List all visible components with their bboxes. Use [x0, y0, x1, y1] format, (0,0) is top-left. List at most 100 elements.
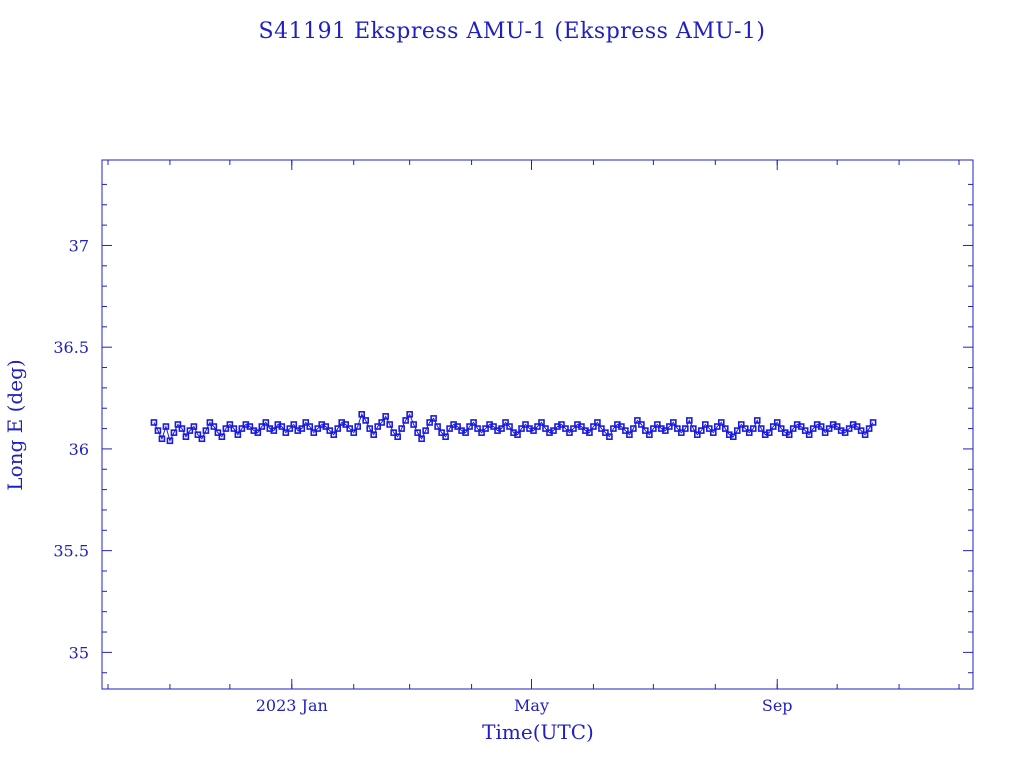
- data-point: [666, 423, 673, 430]
- y-tick-label: 37: [69, 236, 89, 255]
- data-point: [650, 425, 657, 432]
- data-point: [394, 433, 401, 441]
- data-point: [358, 411, 366, 418]
- data-point: [170, 429, 178, 436]
- data-point: [530, 427, 537, 434]
- data-point: [590, 423, 597, 430]
- data-point: [154, 427, 162, 434]
- data-point: [518, 425, 525, 432]
- data-point: [186, 427, 194, 434]
- data-point: [422, 427, 429, 434]
- data-point: [226, 421, 234, 428]
- data-point: [570, 425, 577, 432]
- data-point: [498, 425, 505, 432]
- data-point: [833, 423, 841, 430]
- data-point: [398, 425, 405, 432]
- data-point: [158, 435, 166, 443]
- data-point: [462, 429, 469, 436]
- y-axis-label: Long E (deg): [3, 359, 27, 490]
- data-point: [222, 425, 230, 432]
- data-point: [566, 429, 573, 436]
- data-point: [150, 419, 158, 426]
- data-point: [382, 413, 389, 420]
- data-point: [821, 429, 829, 436]
- data-point: [386, 421, 393, 428]
- data-point: [298, 425, 306, 432]
- data-point: [446, 425, 453, 432]
- data-point: [853, 423, 861, 430]
- y-tick-label: 35.5: [53, 542, 89, 561]
- data-point: [198, 435, 206, 443]
- data-point: [626, 431, 633, 438]
- data-point: [538, 419, 545, 426]
- data-point: [709, 429, 717, 436]
- data-point: [869, 419, 877, 426]
- data-point: [254, 429, 262, 436]
- data-point: [606, 433, 613, 441]
- data-point: [326, 427, 334, 434]
- data-point: [474, 425, 481, 432]
- data-point: [362, 417, 369, 424]
- data-point: [202, 427, 210, 434]
- data-point: [809, 425, 817, 432]
- data-point: [350, 429, 358, 436]
- data-point: [182, 433, 190, 441]
- data-point: [206, 419, 214, 426]
- data-point: [741, 425, 749, 432]
- data-point: [686, 417, 693, 424]
- data-point: [534, 423, 541, 430]
- data-point: [598, 425, 605, 432]
- data-point: [286, 425, 294, 432]
- data-point: [865, 425, 873, 432]
- data-series: [150, 411, 877, 445]
- chart-title: S41191 Ekspress AMU-1 (Ekspress AMU-1): [259, 19, 766, 44]
- data-point: [514, 431, 521, 438]
- data-point: [466, 423, 473, 430]
- data-point: [366, 425, 373, 432]
- data-point: [817, 423, 825, 430]
- data-point: [218, 433, 226, 441]
- data-point: [354, 423, 362, 430]
- data-point: [246, 423, 254, 430]
- data-point: [602, 429, 609, 436]
- data-point: [346, 425, 354, 432]
- data-point: [753, 417, 761, 424]
- data-point: [258, 423, 266, 430]
- data-point: [845, 425, 853, 432]
- x-tick-label: May: [514, 696, 549, 715]
- data-point: [310, 429, 318, 436]
- data-point: [654, 421, 661, 428]
- data-point: [426, 419, 433, 426]
- data-point: [322, 423, 330, 430]
- data-point: [562, 425, 569, 432]
- data-point: [797, 423, 805, 430]
- data-point: [841, 429, 849, 436]
- x-axis: 2023 Jan May Sep: [107, 160, 960, 715]
- data-point: [174, 421, 182, 428]
- data-point: [586, 429, 593, 436]
- data-point: [214, 429, 222, 436]
- data-point: [438, 429, 445, 436]
- data-point: [230, 425, 238, 432]
- x-tick-label: 2023 Jan: [256, 696, 328, 715]
- data-point: [442, 433, 449, 441]
- data-point: [262, 419, 270, 426]
- data-point: [702, 421, 709, 428]
- data-point: [773, 419, 781, 426]
- data-point: [737, 421, 745, 428]
- data-point: [302, 419, 310, 426]
- data-point: [733, 427, 741, 434]
- data-point: [630, 425, 637, 432]
- y-axis: 35 35.5 36 36.5 37: [53, 183, 973, 674]
- data-point: [166, 437, 174, 445]
- data-point: [162, 423, 170, 430]
- data-point: [406, 411, 413, 418]
- data-point: [769, 423, 777, 430]
- data-point: [306, 423, 314, 430]
- data-point: [594, 419, 601, 426]
- data-point: [682, 425, 689, 432]
- data-point: [342, 421, 350, 428]
- data-point: [194, 431, 202, 438]
- data-point: [314, 425, 322, 432]
- data-point: [430, 415, 437, 422]
